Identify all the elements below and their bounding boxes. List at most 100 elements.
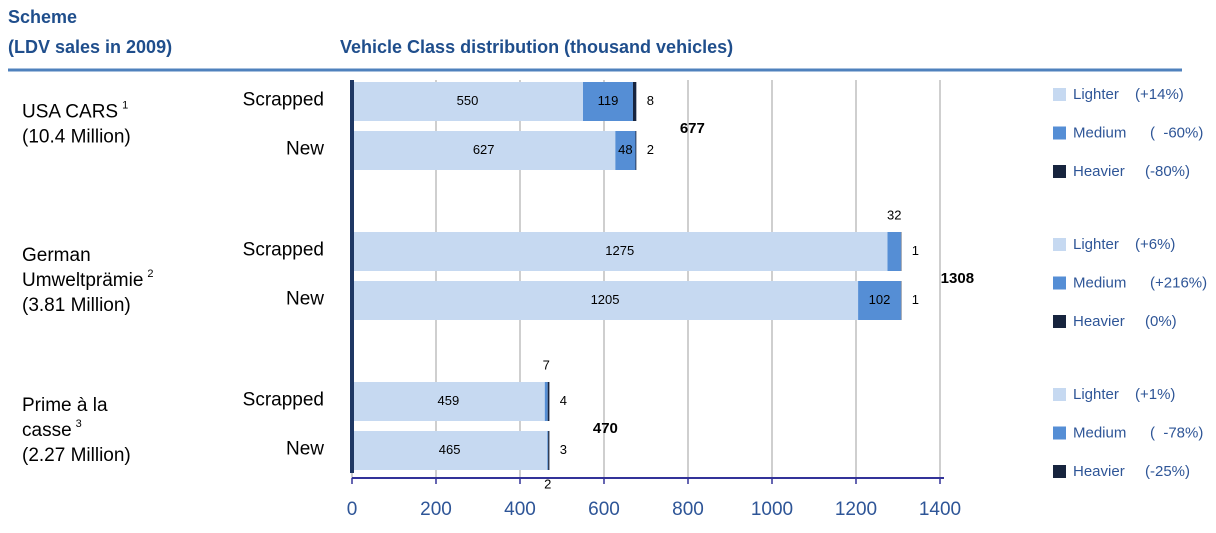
value-label: 8	[647, 93, 654, 108]
row-label: Scrapped	[243, 90, 324, 111]
value-label: 119	[598, 93, 619, 108]
bar-segment	[352, 431, 548, 470]
scheme-label: (2.27 Million)	[22, 445, 131, 466]
value-label: 459	[438, 393, 460, 408]
legend-label: Lighter	[1073, 86, 1119, 103]
value-label: 4	[560, 393, 567, 408]
legend-swatch	[1053, 88, 1066, 101]
legend-change: ( -78%)	[1150, 424, 1203, 441]
legend-change: (0%)	[1145, 313, 1177, 330]
value-label: 465	[439, 442, 461, 457]
x-tick-label: 400	[504, 499, 536, 520]
bar-segment	[352, 131, 616, 170]
scheme-label: German	[22, 245, 91, 266]
scheme-line: USA CARS	[22, 102, 118, 123]
legend-label: Heavier	[1073, 163, 1125, 180]
footnote: 3	[76, 418, 82, 430]
value-label: 2	[544, 476, 551, 491]
legend-change: (+14%)	[1135, 86, 1184, 103]
legend-swatch	[1053, 315, 1066, 328]
bar-segment	[858, 281, 901, 320]
scheme-label: (10.4 Million)	[22, 127, 131, 148]
legend-label: Lighter	[1073, 386, 1119, 403]
scheme-line: casse	[22, 420, 72, 441]
scheme-label: casse 3	[22, 418, 82, 441]
value-label: 627	[473, 142, 495, 157]
bar-segment	[632, 82, 637, 121]
bar-segment	[635, 131, 637, 170]
legend-label: Heavier	[1073, 313, 1125, 330]
legend-change: ( -60%)	[1150, 124, 1203, 141]
scheme-line: (3.81 Million)	[22, 295, 131, 316]
x-tick-label: 200	[420, 499, 452, 520]
bar-segment	[547, 382, 550, 421]
legend-label: Medium	[1073, 274, 1126, 291]
value-label: 2	[647, 142, 654, 157]
chart-title: Vehicle Class distribution (thousand veh…	[340, 37, 733, 57]
x-tick-label: 800	[672, 499, 704, 520]
legend-label: Medium	[1073, 424, 1126, 441]
scheme-header: Scheme	[8, 7, 77, 27]
bar-segment	[615, 131, 636, 170]
scheme-label: (3.81 Million)	[22, 295, 131, 316]
legend-label: Lighter	[1073, 236, 1119, 253]
legend-swatch	[1053, 388, 1066, 401]
row-label: New	[286, 289, 324, 310]
scheme-line: Umweltprämie	[22, 270, 143, 291]
total-label: 470	[593, 420, 618, 437]
scheme-header: (LDV sales in 2009)	[8, 37, 172, 57]
legend-swatch	[1053, 126, 1066, 140]
total-label: 1308	[941, 270, 974, 287]
legend-swatch	[1053, 465, 1066, 478]
value-label: 550	[457, 93, 479, 108]
legend-change: (-25%)	[1145, 463, 1190, 480]
x-tick-label: 600	[588, 499, 620, 520]
legend-swatch	[1053, 238, 1066, 251]
legend-swatch	[1053, 165, 1066, 178]
row-label: Scrapped	[243, 240, 324, 261]
x-tick-label: 1400	[919, 499, 961, 520]
legend-label: Heavier	[1073, 463, 1125, 480]
value-label: 1275	[605, 243, 634, 258]
value-label: 102	[869, 292, 891, 307]
bar-segment	[583, 82, 633, 121]
bar-segment	[887, 232, 901, 271]
legend-swatch	[1053, 276, 1066, 290]
bar-segment	[548, 431, 550, 470]
scheme-line: Prime à la	[22, 395, 108, 416]
bar-segment	[352, 281, 859, 320]
legend-change: (+216%)	[1150, 274, 1207, 291]
x-tick-label: 1000	[751, 499, 793, 520]
bar-segment	[352, 382, 545, 421]
bar-segment	[352, 232, 888, 271]
footnote: 2	[147, 268, 153, 280]
total-label: 677	[680, 120, 705, 137]
row-label: New	[286, 139, 324, 160]
scheme-label: Prime à la	[22, 395, 108, 416]
scheme-line: (2.27 Million)	[22, 445, 131, 466]
legend-change: (+1%)	[1135, 386, 1175, 403]
scheme-line: German	[22, 245, 91, 266]
bar-segment	[547, 431, 549, 470]
footnote: 1	[122, 99, 128, 111]
bar-segment	[544, 382, 548, 421]
scheme-line: (10.4 Million)	[22, 127, 131, 148]
legend-change: (+6%)	[1135, 236, 1175, 253]
value-label: 1	[912, 292, 919, 307]
value-label: 32	[887, 207, 901, 222]
value-label: 1205	[591, 292, 620, 307]
legend-label: Medium	[1073, 124, 1126, 141]
value-label: 7	[543, 357, 550, 372]
value-label: 48	[618, 142, 632, 157]
x-tick-label: 1200	[835, 499, 877, 520]
value-label: 3	[560, 442, 567, 457]
bar-segment	[352, 82, 583, 121]
row-label: Scrapped	[243, 390, 324, 411]
value-label: 1	[912, 243, 919, 258]
x-tick-label: 0	[347, 499, 358, 520]
scheme-label: USA CARS 1	[22, 99, 128, 122]
scheme-label: Umweltprämie 2	[22, 268, 154, 291]
row-label: New	[286, 439, 324, 460]
legend-change: (-80%)	[1145, 163, 1190, 180]
